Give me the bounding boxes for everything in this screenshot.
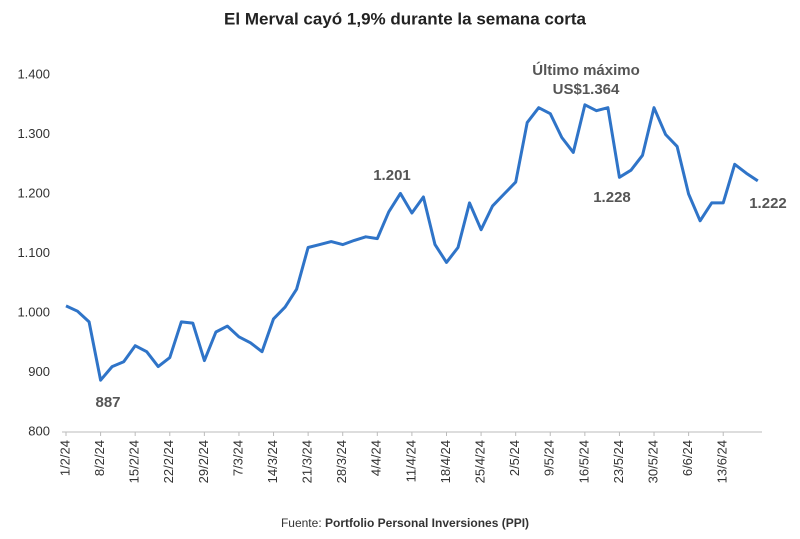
x-tick-label: 1/2/24 [57, 440, 72, 476]
x-tick-label: 29/2/24 [196, 440, 211, 483]
x-tick-label: 15/2/24 [127, 440, 142, 483]
annotation: US$1.364 [553, 81, 620, 98]
annotation: 1.201 [373, 167, 411, 184]
x-tick-label: 28/3/24 [334, 440, 349, 483]
x-tick-label: 23/5/24 [611, 440, 626, 483]
x-tick-label: 14/3/24 [265, 440, 280, 483]
x-tick-label: 7/3/24 [230, 440, 245, 476]
y-tick-label: 1.400 [17, 66, 50, 81]
source-label: Fuente: [281, 516, 322, 530]
source-name: Portfolio Personal Inversiones (PPI) [325, 516, 529, 530]
y-tick-label: 900 [28, 364, 50, 379]
x-tick-label: 8/2/24 [92, 440, 107, 476]
x-tick-label: 9/5/24 [542, 440, 557, 476]
x-tick-label: 13/6/24 [715, 440, 730, 483]
y-tick-label: 1.000 [17, 304, 50, 319]
y-tick-label: 1.100 [17, 245, 50, 260]
annotation: 887 [95, 394, 120, 411]
y-tick-label: 1.200 [17, 185, 50, 200]
line [65, 103, 759, 382]
x-tick-label: 18/4/24 [438, 440, 453, 483]
y-tick-label: 1.300 [17, 126, 50, 141]
x-tick-label: 6/6/24 [680, 440, 695, 476]
x-tick-label: 11/4/24 [403, 440, 418, 482]
annotation: 1.222 [749, 195, 787, 212]
y-tick-label: 800 [28, 423, 50, 438]
x-tick-label: 30/5/24 [645, 440, 660, 483]
annotation: Último máximo [532, 61, 640, 79]
source: Fuente: Portfolio Personal Inversiones (… [281, 516, 529, 530]
annotation: 1.228 [593, 189, 631, 206]
x-tick-label: 21/3/24 [300, 440, 315, 483]
chart-title: El Merval cayó 1,9% durante la semana co… [224, 9, 586, 28]
x-tick-label: 25/4/24 [473, 440, 488, 483]
x-tick-label: 22/2/24 [161, 440, 176, 483]
x-tick-label: 2/5/24 [507, 440, 522, 476]
x-tick-label: 16/5/24 [576, 440, 591, 483]
x-tick-label: 4/4/24 [369, 440, 384, 476]
